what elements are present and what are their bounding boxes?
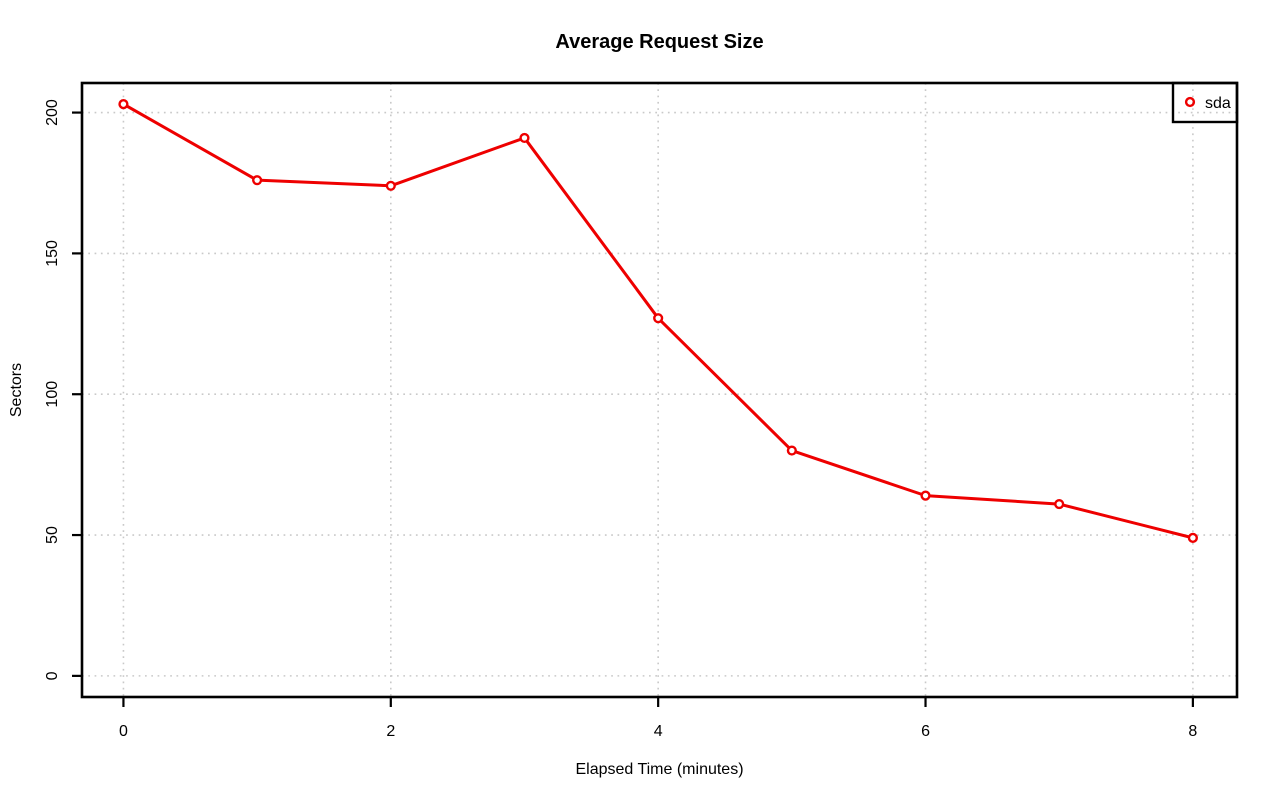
data-point-sda-8 xyxy=(1187,532,1198,543)
data-point-sda-7 xyxy=(1054,498,1065,510)
y-tick-label-150: 150 xyxy=(44,240,61,267)
x-tick-label-4: 4 xyxy=(654,723,663,740)
y-tick-label-100: 100 xyxy=(44,381,61,408)
legend-label: sda xyxy=(1205,95,1231,112)
x-tick-label-2: 2 xyxy=(386,723,395,740)
legend-box xyxy=(1171,81,1239,124)
x-tick-label-0: 0 xyxy=(119,723,128,740)
x-tick-label-8: 8 xyxy=(1188,723,1197,740)
data-point-sda-3 xyxy=(519,132,530,144)
chart-title: Average Request Size xyxy=(555,31,764,53)
data-point-sda-0 xyxy=(118,99,129,110)
x-axis-label: Elapsed Time (minutes) xyxy=(575,761,744,778)
data-point-sda-1 xyxy=(252,175,263,186)
x-tick-label-6: 6 xyxy=(921,723,930,740)
data-point-sda-6 xyxy=(920,490,931,501)
legend-marker-open-circle-icon xyxy=(1184,96,1196,108)
data-point-sda-2 xyxy=(385,180,396,191)
data-point-sda-5 xyxy=(786,445,797,456)
y-tick-label-0: 0 xyxy=(44,671,61,680)
plot-frame xyxy=(80,81,1239,699)
data-point-sda-4 xyxy=(653,313,664,324)
y-tick-label-50: 50 xyxy=(44,526,61,544)
y-tick-label-200: 200 xyxy=(44,99,61,126)
